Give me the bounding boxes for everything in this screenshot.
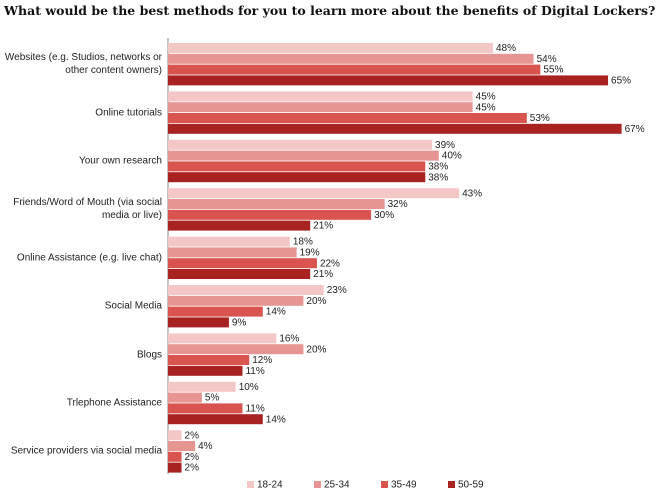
category-label: Social Media [104, 300, 162, 312]
bar [168, 139, 433, 150]
bar [168, 43, 493, 53]
value-label: 22% [320, 258, 340, 269]
value-label: 40% [442, 151, 462, 162]
value-label: 43% [462, 188, 482, 199]
bar [168, 333, 277, 344]
category-label: Blogs [136, 349, 162, 361]
bar [168, 462, 182, 473]
value-label: 10% [239, 382, 259, 393]
value-label: 45% [476, 92, 496, 103]
value-label: 48% [496, 43, 516, 54]
bar [168, 403, 243, 414]
category-label: Service providers via social media [10, 445, 162, 457]
legend-swatch [314, 481, 321, 488]
bar [168, 295, 304, 306]
value-label: 9% [232, 318, 247, 329]
value-label: 67% [625, 124, 645, 135]
bar [168, 285, 324, 295]
value-label: 19% [300, 248, 320, 259]
value-label: 2% [185, 452, 200, 463]
value-label: 45% [476, 102, 496, 113]
bar [168, 381, 236, 392]
bar [168, 365, 243, 376]
value-label: 18% [293, 237, 313, 248]
value-label: 2% [185, 463, 200, 474]
bar [168, 306, 263, 317]
value-label: 54% [537, 54, 557, 65]
value-label: 65% [611, 76, 631, 87]
value-label: 21% [313, 221, 333, 232]
category-label: Online Assistance (e.g. live chat) [16, 252, 162, 264]
bar [168, 451, 182, 462]
value-label: 20% [306, 296, 326, 307]
bar [168, 91, 473, 102]
legend-label: 35-49 [391, 480, 417, 491]
category-label: Your own research [78, 155, 162, 167]
category-label: Online tutorials [95, 107, 162, 119]
bar [168, 172, 426, 183]
bar [168, 269, 311, 279]
bar [168, 64, 541, 75]
value-label: 11% [245, 404, 264, 415]
value-label: 11% [245, 366, 264, 377]
value-label: 30% [374, 210, 394, 221]
legend-label: 18-24 [257, 480, 283, 491]
bar [168, 247, 297, 258]
legend-swatch [448, 481, 455, 488]
bar [168, 161, 426, 172]
bar [168, 209, 372, 220]
bar [168, 123, 622, 134]
chart-title: What would be the best methods for you t… [4, 3, 656, 18]
value-label: 38% [428, 172, 448, 183]
bar [168, 236, 290, 247]
bar [168, 102, 473, 113]
value-label: 14% [266, 307, 286, 318]
legend-label: 50-59 [458, 480, 484, 491]
value-label: 5% [205, 393, 220, 404]
bar [168, 392, 202, 403]
value-label: 38% [428, 162, 448, 173]
value-label: 14% [266, 414, 286, 425]
value-label: 4% [198, 441, 213, 452]
legend-swatch [247, 481, 254, 488]
value-label: 12% [252, 355, 272, 366]
bar [168, 430, 182, 441]
bar [168, 355, 250, 365]
bar [168, 113, 527, 123]
category-label: Websites (e.g. Studios, networks or othe… [4, 52, 162, 77]
bar [168, 344, 304, 355]
bar [168, 441, 196, 451]
bar [168, 199, 385, 209]
bar [168, 53, 534, 64]
bar [168, 317, 229, 328]
value-label: 20% [306, 344, 326, 355]
legend-label: 25-34 [324, 480, 350, 491]
bar [168, 220, 311, 231]
value-label: 2% [185, 430, 200, 441]
bar [168, 150, 439, 161]
value-label: 55% [543, 65, 563, 76]
legend-swatch [381, 481, 388, 488]
value-label: 21% [313, 269, 333, 280]
value-label: 53% [530, 113, 550, 124]
bar [168, 188, 460, 199]
value-label: 39% [435, 140, 455, 151]
bar [168, 75, 609, 86]
value-label: 16% [279, 334, 299, 345]
value-label: 23% [327, 285, 347, 296]
bar [168, 414, 263, 425]
value-label: 32% [388, 199, 408, 210]
bar [168, 258, 317, 269]
category-label: Trlephone Assistance [66, 397, 162, 409]
category-label: Friends/Word of Mouth (via social media … [13, 197, 162, 222]
